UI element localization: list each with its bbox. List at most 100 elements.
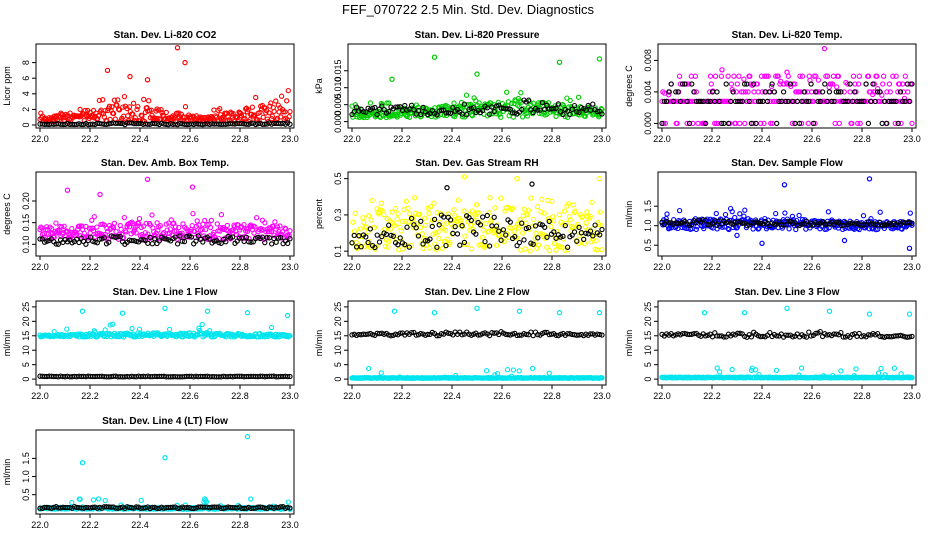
x-tick-label: 22.4 (443, 134, 461, 144)
x-tick-label: 23.0 (281, 391, 299, 401)
point-black (470, 105, 477, 111)
point-black (774, 120, 780, 127)
point-grey (844, 81, 851, 87)
x-tick-label: 22.0 (653, 262, 671, 272)
point-black (459, 223, 465, 229)
x-tick-label: 22.0 (343, 134, 361, 144)
point-black (718, 120, 725, 127)
point-grey (149, 212, 155, 218)
point-black (454, 231, 461, 237)
data-points (349, 305, 605, 381)
point-grey (828, 81, 834, 87)
point-grey (896, 81, 903, 87)
point-black (702, 333, 709, 339)
data-points (659, 45, 915, 127)
point-black (548, 331, 555, 337)
point-black (597, 331, 603, 338)
x-tick-label: 22.0 (343, 391, 361, 401)
point-black (847, 81, 853, 87)
point-black (748, 220, 755, 226)
point-grey (110, 110, 117, 117)
point-grey (502, 208, 508, 214)
point-black (262, 121, 268, 127)
panel-7: Stan. Dev. Line 1 Flow ml/min 22.0 22.2 22.4… (2, 287, 299, 401)
point-grey (407, 211, 413, 217)
point-black (408, 329, 415, 336)
panel-8: Stan. Dev. Line 2 Flow ml/min 22.0 22.2 22.4… (314, 287, 611, 401)
point-grey (386, 100, 392, 106)
point-black (581, 236, 587, 243)
point-black (785, 218, 791, 224)
point-grey (53, 220, 59, 226)
x-tick-label: 22.6 (803, 262, 821, 272)
point-grey (485, 228, 491, 235)
point-grey (898, 120, 904, 127)
y-tick-label: 0 (21, 122, 31, 127)
point-black (574, 238, 580, 244)
y-tick-label: 5 (21, 362, 31, 367)
x-tick-label: 22.2 (393, 262, 411, 272)
data-points (37, 45, 293, 128)
x-tick-label: 22.8 (853, 391, 871, 401)
point-grey (400, 246, 406, 252)
point-black (813, 330, 819, 337)
point-grey (431, 200, 437, 206)
point-grey (39, 225, 45, 231)
y-tick-label: 0.000 (643, 112, 653, 135)
point-grey (750, 120, 756, 127)
point-grey (148, 107, 154, 113)
x-tick-label: 22.2 (81, 391, 99, 401)
point-black (115, 505, 121, 511)
point-grey (469, 208, 476, 214)
point-grey (266, 110, 272, 116)
point-black (475, 332, 481, 338)
point-grey (761, 120, 767, 127)
point-grey (853, 366, 859, 372)
point-grey (285, 87, 291, 94)
point-grey (528, 195, 534, 201)
point-grey (483, 220, 489, 227)
point-grey (763, 73, 770, 79)
point-grey (770, 98, 776, 105)
y-tick-label: 6 (21, 76, 31, 81)
point-grey (248, 496, 254, 502)
point-black (230, 234, 236, 240)
point-black (92, 239, 98, 245)
point-black (269, 241, 275, 247)
y-tick-label: 0.10 (21, 236, 31, 254)
point-grey (434, 210, 440, 216)
point-black (519, 106, 525, 113)
point-grey (479, 234, 486, 241)
point-grey (136, 326, 143, 332)
point-black (363, 234, 369, 240)
point-grey (419, 231, 425, 237)
point-black (133, 238, 139, 245)
point-grey (758, 73, 765, 79)
point-grey (532, 235, 538, 242)
point-black (388, 333, 394, 339)
y-tick-label: 25 (333, 302, 343, 312)
point-black (220, 505, 227, 511)
point-black (677, 98, 683, 105)
point-grey (539, 196, 545, 202)
point-grey (110, 321, 116, 327)
point-grey (469, 113, 476, 119)
point-grey (575, 221, 581, 228)
y-axis-label: kPa (314, 78, 324, 94)
point-black (865, 332, 872, 338)
point-black (564, 244, 571, 250)
point-black (516, 239, 523, 246)
point-grey (849, 120, 855, 127)
outlier-point (734, 232, 740, 239)
y-tick-label: 8 (21, 60, 31, 65)
point-grey (584, 209, 590, 215)
point-black (668, 81, 674, 87)
point-grey (426, 210, 432, 217)
y-tick-label: 20 (21, 316, 31, 326)
point-grey (724, 98, 730, 105)
outlier-point (784, 305, 790, 311)
point-black (544, 234, 550, 240)
x-tick-label: 22.8 (231, 134, 249, 144)
point-grey (111, 220, 118, 226)
point-black (503, 232, 509, 238)
